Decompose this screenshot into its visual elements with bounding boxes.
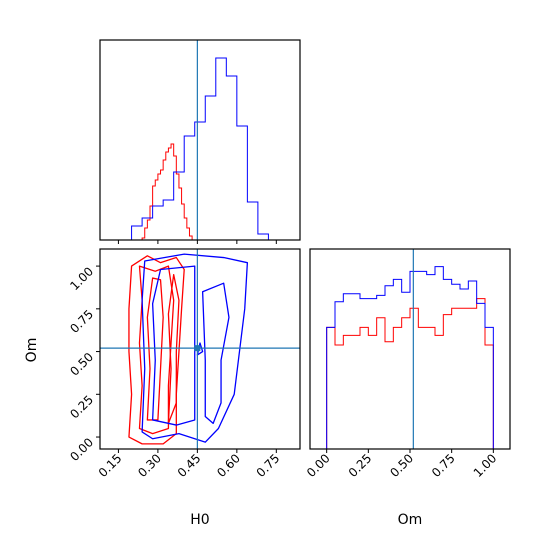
om-hist-series-1 xyxy=(326,266,494,449)
truth-marker xyxy=(194,345,201,352)
h0-hist-series-0 xyxy=(141,143,193,240)
h0-histogram-panel xyxy=(99,39,301,244)
scatter-xtick-label: 0.45 xyxy=(175,451,204,480)
om-histogram-panel: 0.00 0.25 0.50 0.75 1.00 xyxy=(304,248,511,480)
x-axis-label-h0: H0 xyxy=(190,512,209,528)
om-hist-frame xyxy=(309,248,511,450)
x-axis-label-om: Om xyxy=(398,512,423,528)
om-hist-xtick-label: 1.00 xyxy=(471,451,500,480)
om-hist-xtick-label: 0.25 xyxy=(346,451,375,480)
om-hist-xtick-label: 0.75 xyxy=(429,451,458,480)
scatter-xtick-label: 0.15 xyxy=(96,451,125,480)
scatter-ytick-label: 0.00 xyxy=(67,435,96,464)
scatter-ytick-label: 0.25 xyxy=(67,393,96,422)
om-hist-xtick-label: 0.00 xyxy=(304,451,333,480)
scatter-xtick-label: 0.60 xyxy=(214,451,243,480)
om-hist-series-0 xyxy=(326,298,494,449)
scatter-ytick-label: 0.75 xyxy=(67,307,96,336)
scatter-xtick-label: 0.30 xyxy=(135,451,164,480)
contour-series-0-level-1 xyxy=(138,265,175,435)
scatter-ytick-label: 0.50 xyxy=(67,350,96,379)
y-axis-label-om: Om xyxy=(24,338,40,363)
scatter-xtick-label: 0.75 xyxy=(254,451,283,480)
contour-series-1-level-2 xyxy=(201,282,230,425)
h0-om-contour-panel: 0.15 0.30 0.45 0.60 0.75 0.00 0.25 0.50 0.75 1.00 xyxy=(67,248,301,480)
h0-hist-series-1 xyxy=(131,57,279,241)
contour-series-1-level-0 xyxy=(141,253,249,443)
scatter-frame xyxy=(99,248,301,450)
om-hist-xtick-label: 0.50 xyxy=(387,451,416,480)
contour-series-0-level-2 xyxy=(146,277,164,421)
scatter-ytick-label: 1.00 xyxy=(67,264,96,293)
h0-hist-frame xyxy=(99,39,301,241)
contour-series-0-level-3 xyxy=(167,273,180,425)
contour-series-0-level-0 xyxy=(128,255,185,445)
contour-series-1-level-1 xyxy=(151,265,196,426)
